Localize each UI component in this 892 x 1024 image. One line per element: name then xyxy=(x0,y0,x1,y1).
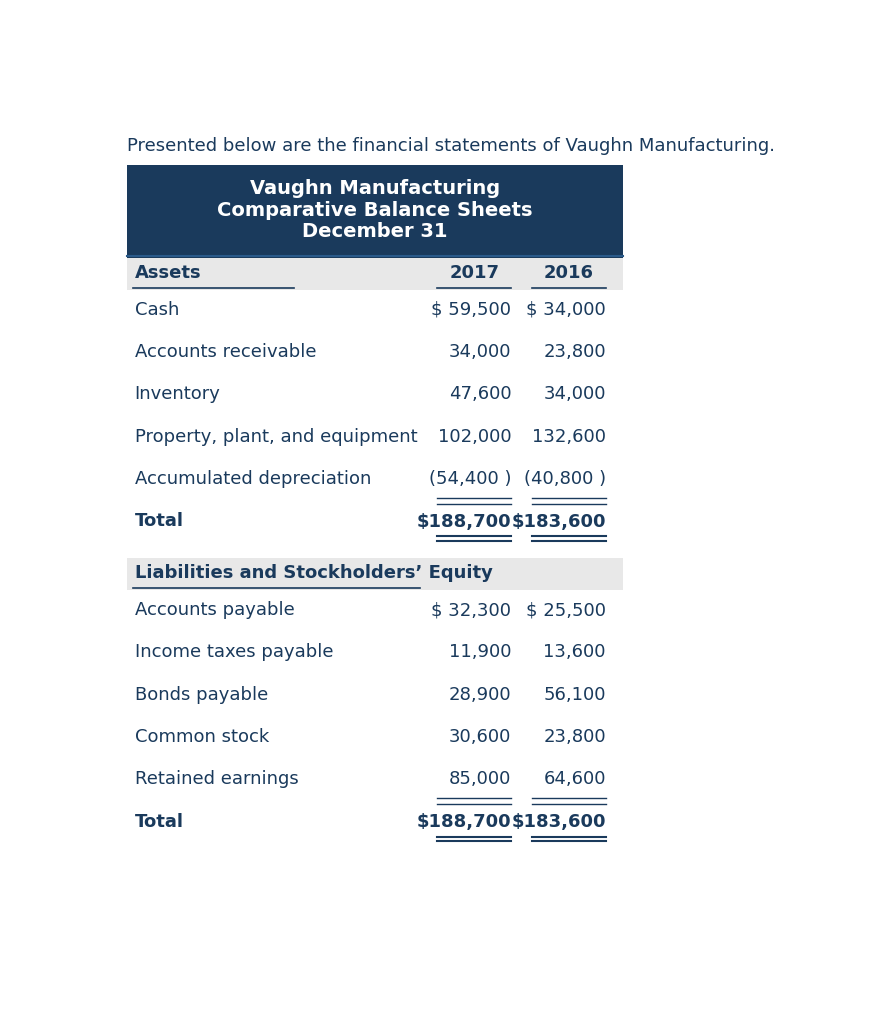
Text: 13,600: 13,600 xyxy=(543,643,606,662)
Text: 102,000: 102,000 xyxy=(438,428,511,445)
Text: Income taxes payable: Income taxes payable xyxy=(135,643,334,662)
Text: (40,800 ): (40,800 ) xyxy=(524,470,606,488)
Text: Vaughn Manufacturing: Vaughn Manufacturing xyxy=(250,179,500,198)
Text: 132,600: 132,600 xyxy=(532,428,606,445)
Text: Presented below are the financial statements of Vaughn Manufacturing.: Presented below are the financial statem… xyxy=(127,137,775,155)
Text: Total: Total xyxy=(135,512,184,530)
Text: Accumulated depreciation: Accumulated depreciation xyxy=(135,470,371,488)
Text: Accounts payable: Accounts payable xyxy=(135,601,294,620)
Text: Inventory: Inventory xyxy=(135,385,220,403)
Text: $183,600: $183,600 xyxy=(511,813,606,830)
Text: December 31: December 31 xyxy=(302,222,448,242)
Text: 34,000: 34,000 xyxy=(543,385,606,403)
Text: $188,700: $188,700 xyxy=(417,813,511,830)
Text: (54,400 ): (54,400 ) xyxy=(429,470,511,488)
Text: $188,700: $188,700 xyxy=(417,512,511,530)
FancyBboxPatch shape xyxy=(127,165,623,258)
Text: $ 25,500: $ 25,500 xyxy=(526,601,606,620)
Text: $ 59,500: $ 59,500 xyxy=(432,301,511,318)
Text: Cash: Cash xyxy=(135,301,179,318)
Text: 2016: 2016 xyxy=(544,264,594,282)
Text: Total: Total xyxy=(135,813,184,830)
Text: 85,000: 85,000 xyxy=(449,770,511,788)
Text: Common stock: Common stock xyxy=(135,728,269,746)
Text: Assets: Assets xyxy=(135,264,202,282)
Text: 23,800: 23,800 xyxy=(543,728,606,746)
Text: 47,600: 47,600 xyxy=(449,385,511,403)
Text: 64,600: 64,600 xyxy=(543,770,606,788)
Text: 11,900: 11,900 xyxy=(449,643,511,662)
Text: 2017: 2017 xyxy=(450,264,500,282)
Text: $183,600: $183,600 xyxy=(511,512,606,530)
FancyBboxPatch shape xyxy=(127,558,623,590)
Text: Retained earnings: Retained earnings xyxy=(135,770,299,788)
Text: Property, plant, and equipment: Property, plant, and equipment xyxy=(135,428,417,445)
Text: $ 32,300: $ 32,300 xyxy=(432,601,511,620)
Text: 28,900: 28,900 xyxy=(449,686,511,703)
Text: Comparative Balance Sheets: Comparative Balance Sheets xyxy=(218,201,533,220)
FancyBboxPatch shape xyxy=(127,258,623,290)
Text: Accounts receivable: Accounts receivable xyxy=(135,343,317,361)
Text: $ 34,000: $ 34,000 xyxy=(526,301,606,318)
Text: 30,600: 30,600 xyxy=(449,728,511,746)
Text: 34,000: 34,000 xyxy=(449,343,511,361)
Text: 56,100: 56,100 xyxy=(543,686,606,703)
Text: 23,800: 23,800 xyxy=(543,343,606,361)
Text: Liabilities and Stockholders’ Equity: Liabilities and Stockholders’ Equity xyxy=(135,564,492,582)
Text: Bonds payable: Bonds payable xyxy=(135,686,268,703)
